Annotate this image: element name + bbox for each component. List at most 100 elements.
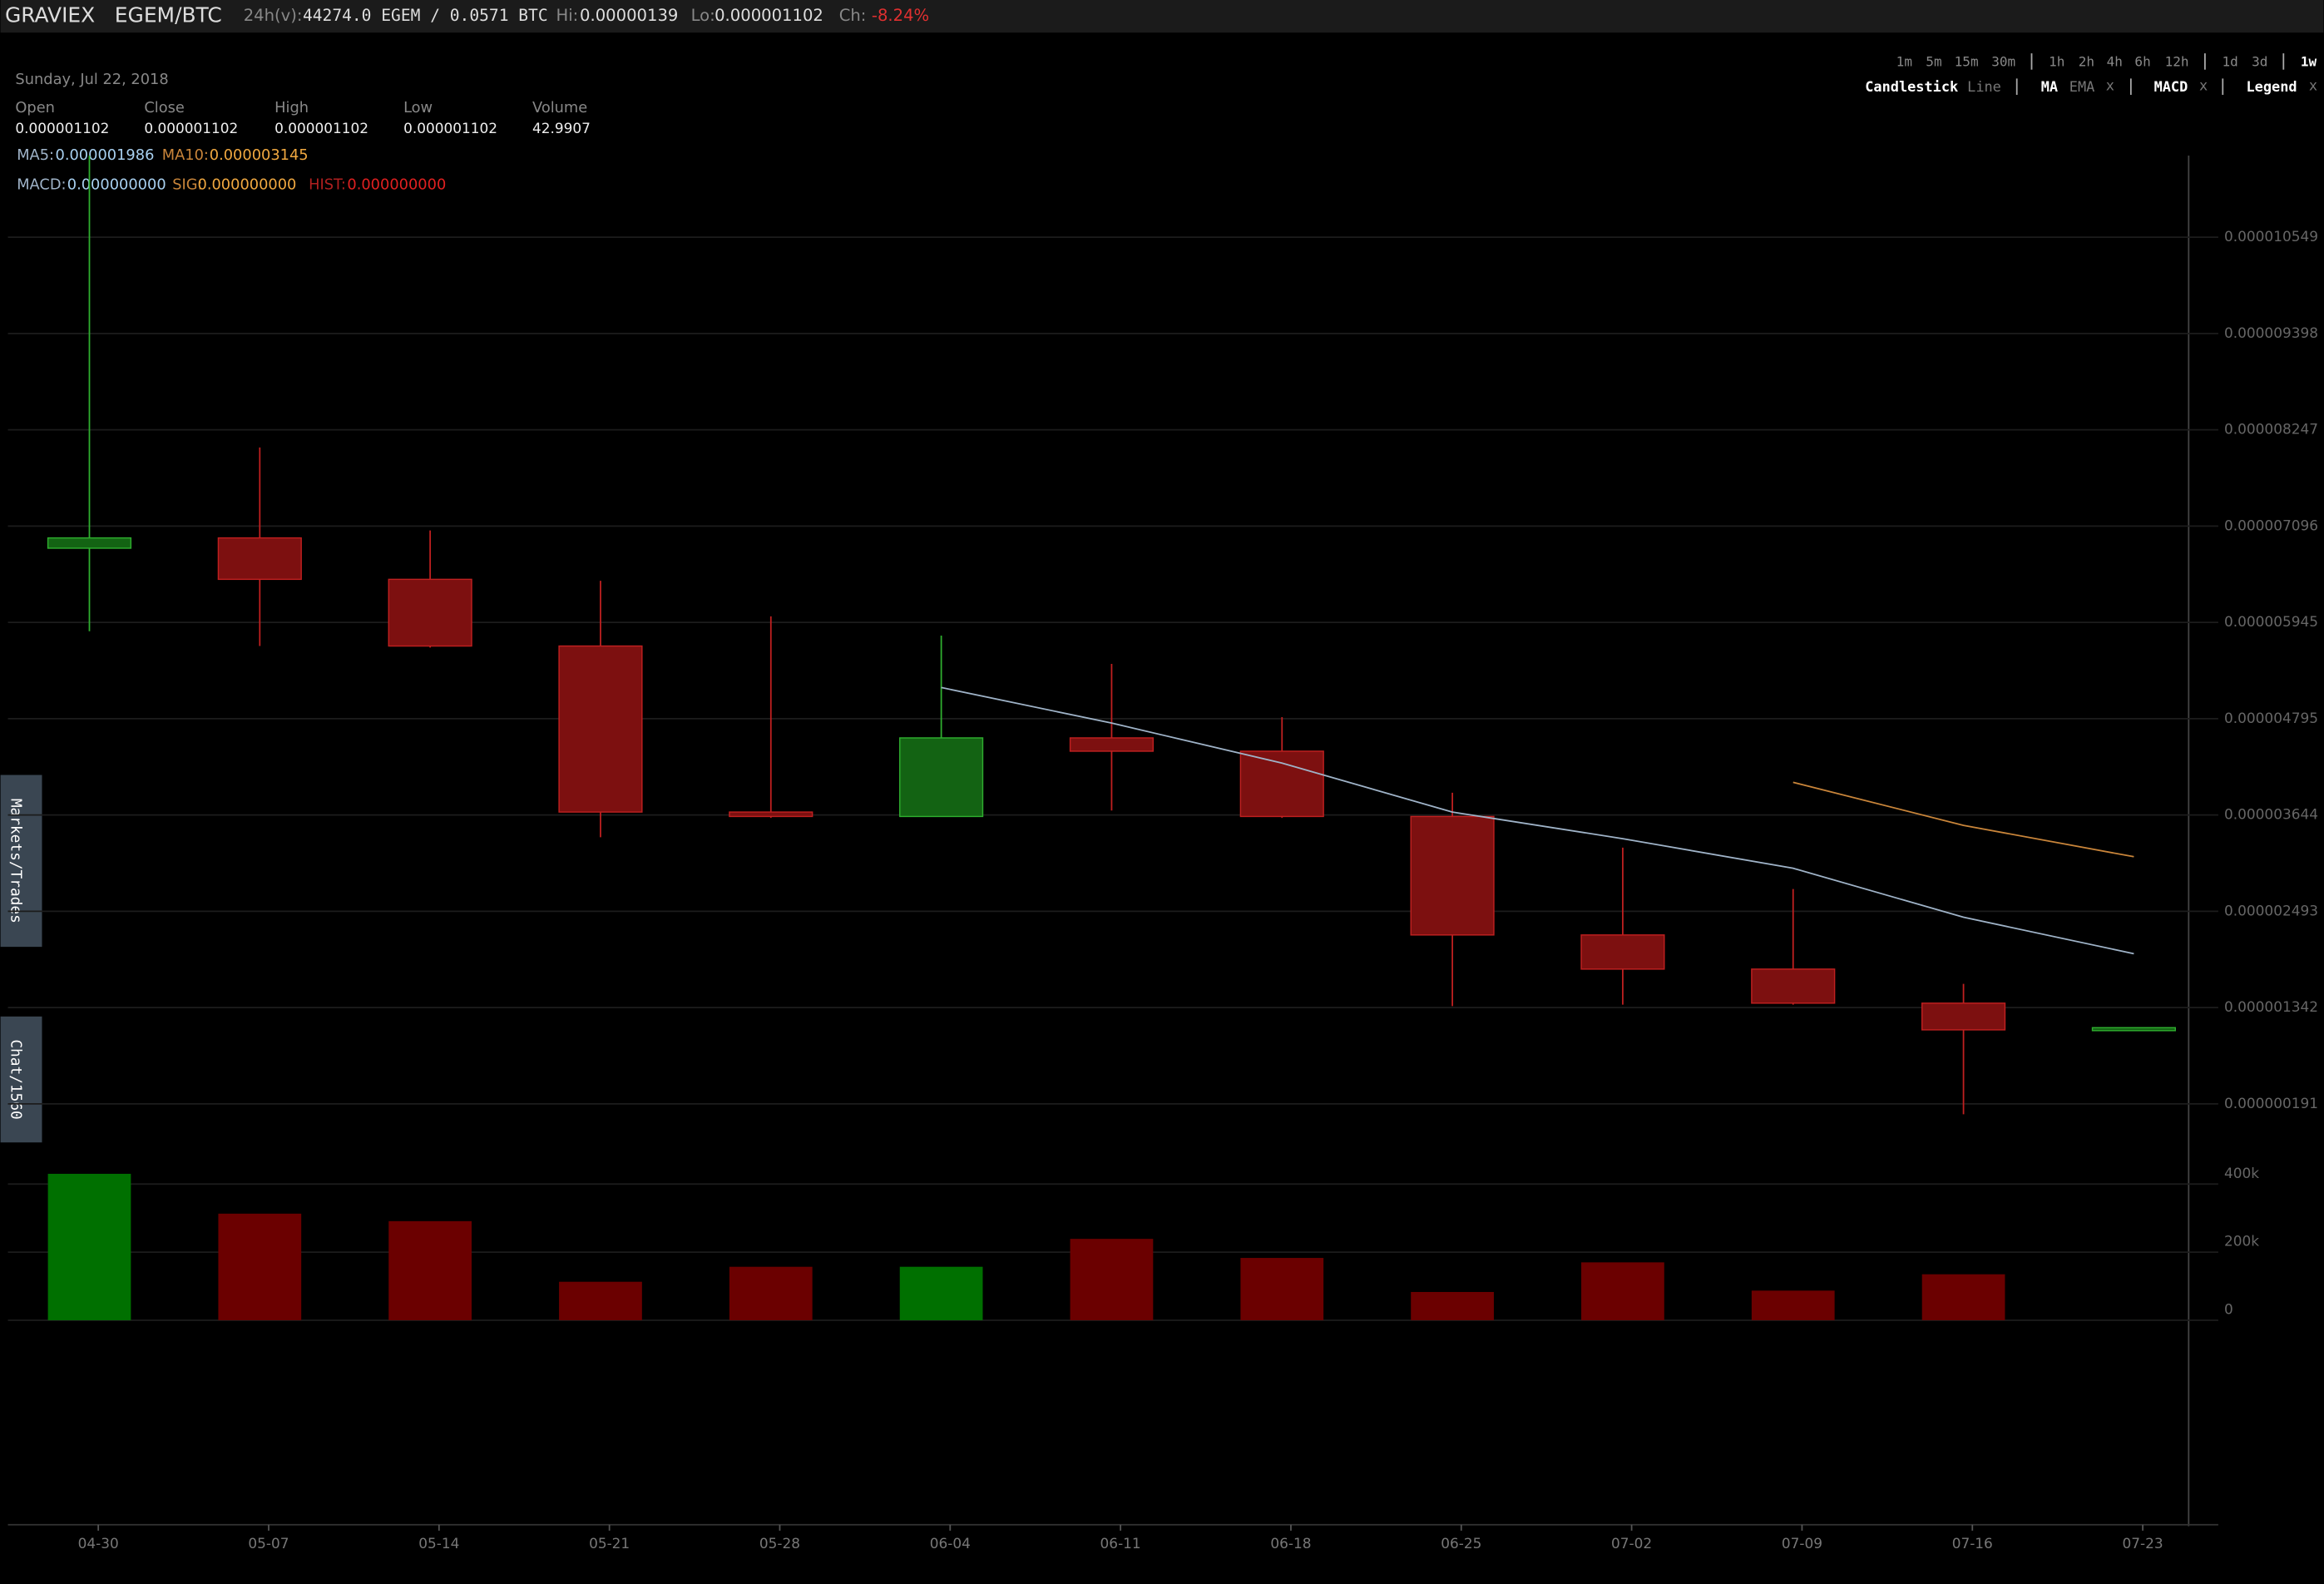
interval-button[interactable]: 1d xyxy=(2223,53,2238,69)
legend-button[interactable]: Legend xyxy=(2247,78,2297,95)
lo: 0.000001102 xyxy=(715,6,823,25)
side-tab[interactable] xyxy=(0,775,42,948)
hist-value: 0.000000000 xyxy=(347,176,446,194)
candle-body xyxy=(217,537,302,581)
volume-bar xyxy=(729,1266,813,1320)
sig-value: 0.000000000 xyxy=(198,176,297,194)
chart-type-button[interactable]: Line xyxy=(1967,78,2001,95)
interval-button[interactable]: 2h xyxy=(2079,53,2094,69)
x-tick-label: 04-30 xyxy=(78,1535,119,1552)
ch-label: Ch: xyxy=(839,6,867,25)
interval-button[interactable]: 6h xyxy=(2134,53,2150,69)
change: -8.24% xyxy=(872,6,929,25)
y-tick-label: 0.000003644 xyxy=(2224,806,2318,823)
x-tick-label: 05-07 xyxy=(248,1535,289,1552)
volume-bar xyxy=(47,1173,131,1320)
macd-label: MACD: xyxy=(17,176,66,194)
header-bar xyxy=(0,0,2324,33)
candle-body xyxy=(1410,815,1495,936)
volume-24h: 44274.0 EGEM / 0.0571 BTC xyxy=(303,6,548,25)
interval-button[interactable]: 1w xyxy=(2301,53,2317,69)
close-button[interactable]: x xyxy=(2106,77,2114,93)
candle-body xyxy=(388,578,472,647)
y-tick-label: 0.000002493 xyxy=(2224,902,2318,918)
volume-bar xyxy=(1921,1274,2005,1320)
y-tick-label: 0.000001342 xyxy=(2224,998,2318,1015)
side-tab-label[interactable]: Chat/1560 xyxy=(7,1039,24,1119)
ma10-value: 0.000003145 xyxy=(210,146,309,164)
x-tick-label: 06-04 xyxy=(930,1535,971,1552)
lo-label: Lo: xyxy=(691,6,715,25)
x-tick-label: 06-25 xyxy=(1441,1535,1481,1552)
ma10-label: MA10: xyxy=(162,146,209,164)
interval-button[interactable]: 15m xyxy=(1955,53,1979,69)
interval-button[interactable]: 1h xyxy=(2049,53,2064,69)
x-tick-label: 05-14 xyxy=(418,1535,459,1552)
volume-bar xyxy=(1070,1239,1154,1320)
indicator-button[interactable]: MA xyxy=(2041,78,2058,95)
legend-field-label: High xyxy=(274,99,309,116)
interval-button[interactable]: 4h xyxy=(2107,53,2123,69)
x-tick-label: 07-09 xyxy=(1782,1535,1822,1552)
volume-bar xyxy=(899,1266,983,1320)
volume-tick-label: 200k xyxy=(2224,1233,2259,1250)
legend-field-label: Open xyxy=(15,99,55,116)
x-tick-label: 06-18 xyxy=(1270,1535,1311,1552)
volume-bar xyxy=(388,1220,472,1320)
candle-body xyxy=(47,537,132,549)
y-tick-label: 0.000009398 xyxy=(2224,324,2318,341)
indicator-button[interactable]: EMA xyxy=(2069,78,2095,95)
candle-body xyxy=(1921,1002,2006,1031)
volume-bar xyxy=(218,1213,302,1320)
legend-field-label: Close xyxy=(144,99,184,116)
side-tab[interactable] xyxy=(0,1016,42,1143)
exchange: GRAVIEX xyxy=(5,3,95,27)
interval-button[interactable]: 1m xyxy=(1896,53,1912,69)
legend-field-value: 42.9907 xyxy=(532,120,591,136)
hi-label: Hi: xyxy=(556,6,579,25)
volume-bar xyxy=(1411,1291,1494,1320)
legend-field-value: 0.000001102 xyxy=(15,120,109,136)
interval-button[interactable]: 30m xyxy=(1991,53,2015,69)
pair: EGEM/BTC xyxy=(115,3,222,27)
volume-bar xyxy=(1751,1290,1835,1320)
x-tick-label: 07-16 xyxy=(1952,1535,1993,1552)
ma5-line xyxy=(941,686,2134,955)
candle-body xyxy=(1580,934,1665,970)
volume-bar xyxy=(559,1281,642,1320)
ma10-line xyxy=(1792,781,2134,858)
ma5-value: 0.000001986 xyxy=(56,146,155,164)
y-tick-label: 0.000010549 xyxy=(2224,228,2318,245)
volume-label: 24h(v): xyxy=(244,6,303,25)
volume-bar xyxy=(1240,1258,1324,1320)
interval-button[interactable]: 12h xyxy=(2165,53,2189,69)
x-tick-label: 07-23 xyxy=(2123,1535,2163,1552)
close-button[interactable]: x xyxy=(2199,77,2208,93)
hist-label: HIST: xyxy=(309,176,346,194)
legend-field-label: Volume xyxy=(532,99,587,116)
legend-date: Sunday, Jul 22, 2018 xyxy=(15,71,168,88)
y-tick-label: 0.000004795 xyxy=(2224,710,2318,726)
chart-type-button[interactable]: Candlestick xyxy=(1865,78,1958,95)
candle-body xyxy=(558,645,643,813)
candle-body xyxy=(729,811,813,818)
x-tick-label: 05-28 xyxy=(759,1535,800,1552)
x-tick-label: 07-02 xyxy=(1611,1535,1652,1552)
legend-field-value: 0.000001102 xyxy=(144,120,238,136)
volume-tick-label: 400k xyxy=(2224,1165,2259,1181)
legend-field-label: Low xyxy=(403,99,433,116)
candle-body xyxy=(1239,750,1324,818)
close-button[interactable]: x xyxy=(2309,77,2317,93)
interval-button[interactable]: 3d xyxy=(2252,53,2267,69)
x-tick-label: 05-21 xyxy=(589,1535,630,1552)
candle-body xyxy=(1751,968,1836,1004)
interval-button[interactable]: 5m xyxy=(1926,53,1941,69)
y-tick-label: 0.000007096 xyxy=(2224,517,2318,533)
indicator-button[interactable]: MACD xyxy=(2154,78,2188,95)
side-tab-label[interactable]: Markets/Trades xyxy=(7,799,24,923)
hi: 0.00000139 xyxy=(580,6,678,25)
legend-field-value: 0.000001102 xyxy=(403,120,497,136)
macd-value: 0.000000000 xyxy=(67,176,166,194)
